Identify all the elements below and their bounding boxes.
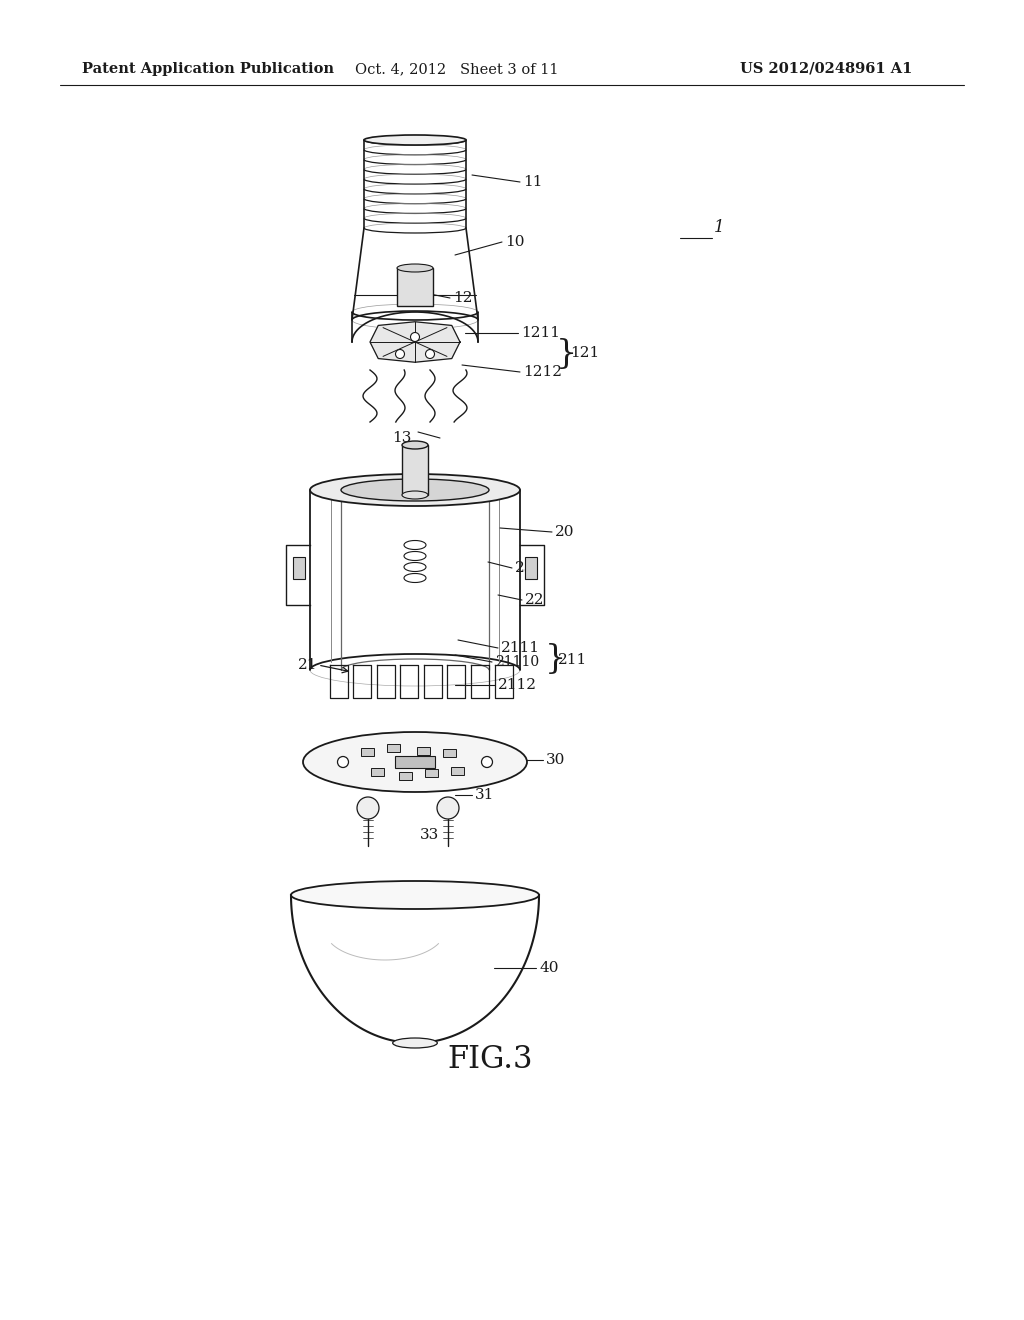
Circle shape — [338, 756, 348, 767]
Ellipse shape — [310, 474, 520, 506]
Bar — [425, 770, 438, 777]
Bar — [397, 268, 433, 306]
Text: 23: 23 — [515, 561, 535, 576]
Circle shape — [426, 350, 434, 359]
Text: 40: 40 — [539, 961, 558, 975]
Text: 21110: 21110 — [495, 655, 539, 669]
Text: 31: 31 — [475, 788, 495, 803]
Bar — [293, 557, 305, 579]
Text: Oct. 4, 2012   Sheet 3 of 11: Oct. 4, 2012 Sheet 3 of 11 — [355, 62, 558, 77]
Text: 121: 121 — [570, 346, 599, 360]
Bar — [443, 748, 456, 756]
Text: 11: 11 — [523, 176, 543, 189]
Text: 20: 20 — [555, 525, 574, 539]
Circle shape — [481, 756, 493, 767]
Text: 30: 30 — [546, 752, 565, 767]
Text: 32: 32 — [358, 803, 378, 817]
Text: 12: 12 — [453, 290, 472, 305]
Text: 2111: 2111 — [501, 642, 540, 655]
Ellipse shape — [397, 264, 433, 272]
Bar — [361, 748, 374, 756]
Polygon shape — [370, 322, 460, 362]
Text: }: } — [556, 338, 578, 370]
Bar — [387, 744, 400, 752]
Bar — [402, 445, 428, 495]
Ellipse shape — [341, 479, 489, 502]
Text: 211: 211 — [558, 653, 587, 667]
Text: 1212: 1212 — [523, 366, 562, 379]
Text: 22: 22 — [525, 593, 545, 607]
Circle shape — [395, 350, 404, 359]
Text: }: } — [545, 643, 566, 675]
Circle shape — [357, 797, 379, 818]
Bar — [417, 747, 430, 755]
Text: US 2012/0248961 A1: US 2012/0248961 A1 — [740, 62, 912, 77]
Bar — [525, 557, 537, 579]
Text: 33: 33 — [420, 828, 439, 842]
Ellipse shape — [402, 441, 428, 449]
Bar — [371, 768, 384, 776]
Text: 1211: 1211 — [521, 326, 560, 341]
Bar — [451, 767, 464, 775]
Text: 2112: 2112 — [498, 678, 537, 692]
Ellipse shape — [402, 491, 428, 499]
Text: 10: 10 — [505, 235, 524, 249]
Circle shape — [437, 797, 459, 818]
Ellipse shape — [364, 135, 466, 145]
Text: 1: 1 — [714, 219, 725, 236]
Ellipse shape — [392, 1038, 437, 1048]
Text: 21: 21 — [298, 657, 317, 672]
Ellipse shape — [303, 733, 527, 792]
Text: 13: 13 — [392, 432, 412, 445]
Bar — [395, 756, 435, 768]
Text: Patent Application Publication: Patent Application Publication — [82, 62, 334, 77]
Circle shape — [411, 333, 420, 342]
Ellipse shape — [291, 880, 539, 909]
Bar — [399, 772, 412, 780]
Text: FIG.3: FIG.3 — [447, 1044, 532, 1076]
